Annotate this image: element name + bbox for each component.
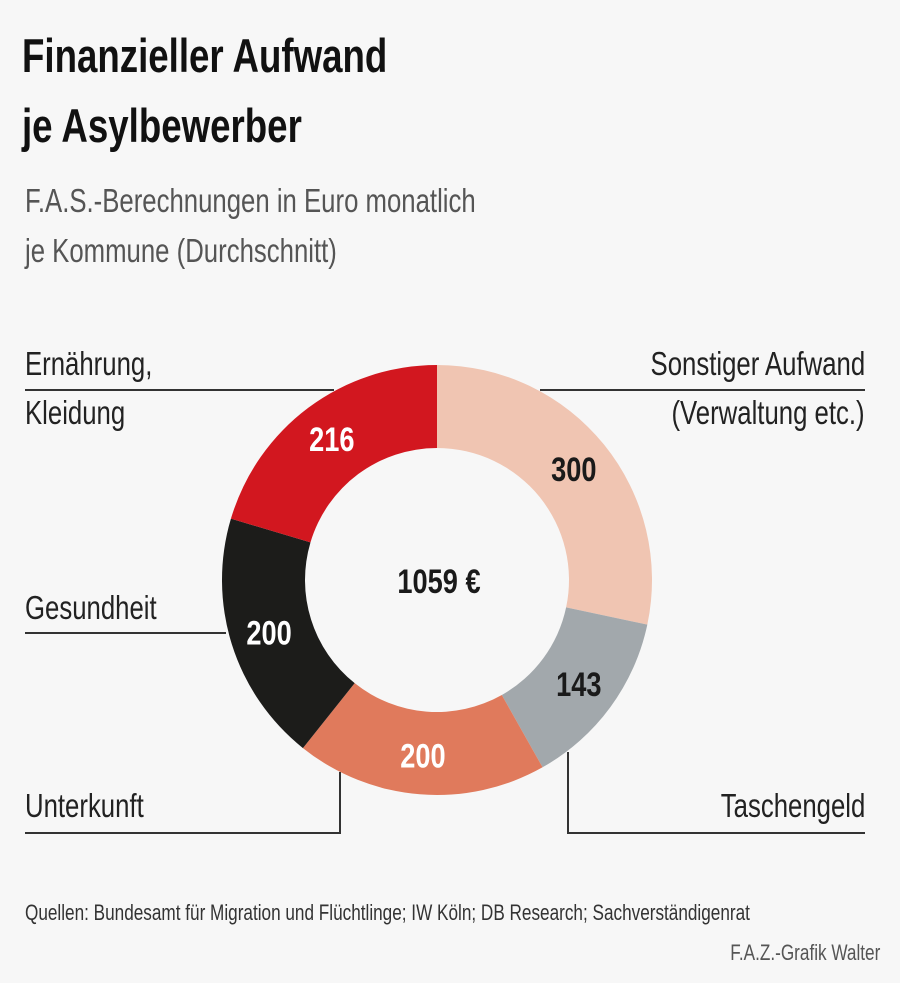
credit-note: F.A.Z.-Grafik Walter: [729, 940, 880, 965]
slice-value-label: 300: [551, 450, 596, 489]
donut-slice-3: [221, 518, 355, 749]
subtitle-line-1: F.A.S.-Berechnungen in Euro monatlich: [25, 182, 476, 219]
subtitle-line-2: je Kommune (Durchschnitt): [25, 232, 337, 269]
label-ernaehrung-line-2: Kleidung: [25, 394, 126, 431]
label-taschengeld: Taschengeld: [720, 787, 865, 824]
label-sonstiger-line-2: (Verwaltung etc.): [671, 394, 865, 431]
leader-line-unterkunft: [25, 772, 341, 834]
donut-slice-4: [230, 365, 437, 543]
slice-value-label: 216: [309, 420, 354, 459]
donut-slice-2: [302, 683, 543, 795]
donut-slice-0: [437, 365, 652, 625]
label-ernaehrung-line-1: Ernährung,: [25, 345, 153, 382]
leader-line-taschengeld: [567, 752, 865, 834]
donut-slice-1: [501, 607, 648, 768]
slice-value-label: 200: [400, 737, 445, 776]
sources-note: Quellen: Bundesamt für Migration und Flü…: [25, 900, 750, 925]
label-sonstiger-line-1: Sonstiger Aufwand: [650, 345, 865, 382]
chart-title-line-2: je Asylbewerber: [22, 99, 302, 152]
label-gesundheit: Gesundheit: [25, 589, 157, 626]
center-total-label: 1059 €: [397, 562, 480, 601]
slice-value-label: 200: [246, 614, 291, 653]
slice-value-label: 143: [556, 665, 601, 704]
chart-title-line-1: Finanzieller Aufwand: [22, 29, 388, 82]
label-unterkunft: Unterkunft: [25, 787, 144, 824]
